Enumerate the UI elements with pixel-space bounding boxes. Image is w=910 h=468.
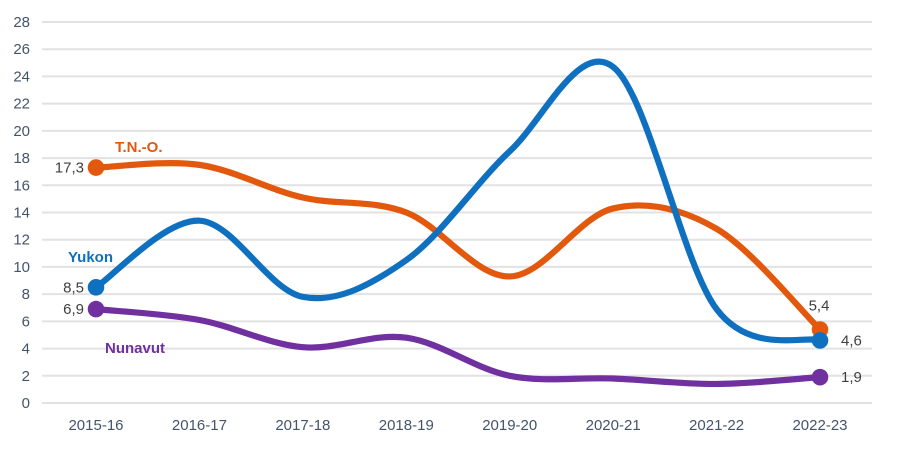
yukon-first-value-label: 8,5	[63, 279, 84, 296]
x-axis-tick-label: 2020-21	[586, 417, 641, 434]
nunavut-first-value-label: 6,9	[63, 301, 84, 318]
nunavut-line	[92, 306, 824, 388]
x-axis-tick-label: 2022-23	[792, 417, 847, 434]
y-axis-tick-label: 22	[13, 96, 30, 113]
yukon-last-value-label: 4,6	[841, 332, 862, 349]
x-axis-tick-label: 2021-22	[689, 417, 744, 434]
tno-last-value-label: 5,4	[809, 298, 830, 315]
y-axis-tick-label: 18	[13, 150, 30, 167]
y-axis-tick-label: 8	[22, 286, 30, 303]
x-axis-tick-label: 2018-19	[379, 417, 434, 434]
tno-first-value-label: 17,3	[55, 160, 84, 177]
y-axis-tick-label: 6	[22, 313, 30, 330]
y-axis-tick-label: 14	[13, 205, 30, 222]
y-axis-tick-label: 24	[13, 68, 30, 85]
x-axis-tick-label: 2017-18	[275, 417, 330, 434]
y-axis-tick-label: 2	[22, 368, 30, 385]
x-axis-tick-label: 2019-20	[482, 417, 537, 434]
y-axis-tick-label: 26	[13, 41, 30, 58]
y-axis-tick-label: 12	[13, 232, 30, 249]
yukon-line	[92, 58, 824, 344]
tno-start-marker	[87, 159, 105, 176]
tno-line	[92, 160, 824, 333]
nunavut-end-marker	[811, 368, 829, 386]
x-axis-tick-label: 2015-16	[68, 417, 123, 434]
yukon-end-marker	[811, 332, 829, 349]
x-axis-tick-label: 2016-17	[172, 417, 227, 434]
nunavut-last-value-label: 1,9	[841, 369, 862, 386]
y-axis-tick-label: 0	[22, 395, 30, 412]
tno-series-label: T.N.-O.	[115, 139, 163, 156]
y-axis-tick-label: 10	[13, 259, 30, 276]
yukon-start-marker	[87, 279, 105, 296]
nunavut-start-marker	[87, 300, 105, 318]
y-axis-tick-label: 20	[13, 123, 30, 140]
y-axis-tick-label: 16	[13, 177, 30, 194]
nunavut-series-label: Nunavut	[105, 340, 165, 357]
y-axis-tick-label: 28	[13, 14, 30, 31]
y-axis-tick-label: 4	[22, 341, 30, 358]
yukon-series-label: Yukon	[68, 249, 113, 266]
